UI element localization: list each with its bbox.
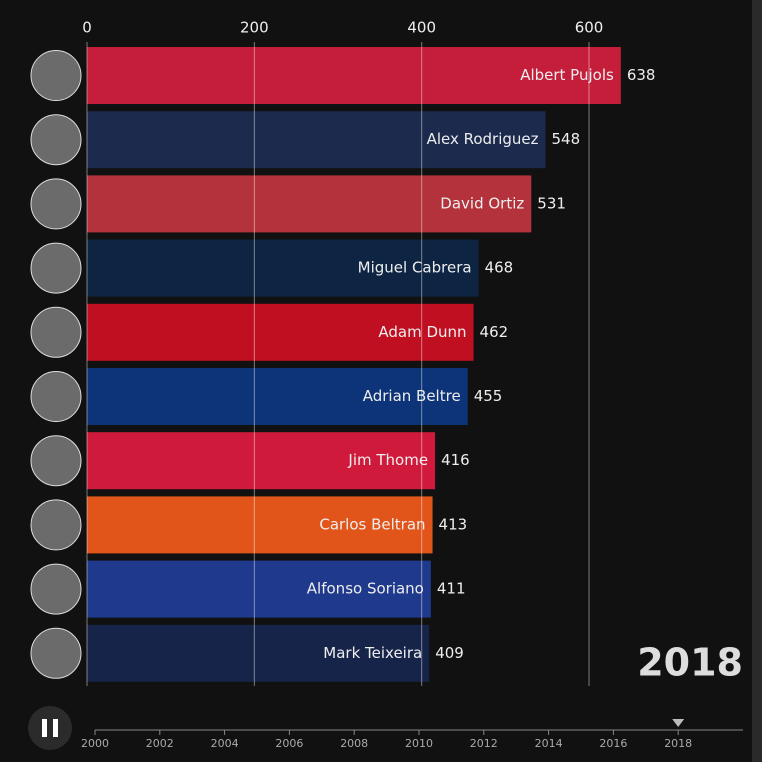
- bar: [87, 432, 436, 490]
- bar-name: Albert Pujols: [520, 66, 614, 84]
- avatar: [30, 178, 82, 230]
- pause-button[interactable]: [28, 706, 72, 750]
- bar: [87, 496, 433, 554]
- avatar: [30, 563, 82, 615]
- timeline-tick-label: 2014: [535, 737, 563, 750]
- value-label: 411: [437, 580, 466, 598]
- value-label: 416: [441, 451, 470, 469]
- bar-name: David Ortiz: [440, 194, 524, 212]
- value-label: 455: [474, 387, 503, 405]
- timeline-tick-label: 2004: [211, 737, 239, 750]
- bar: [87, 303, 474, 361]
- x-tick-label: 400: [407, 19, 436, 37]
- pause-bar[interactable]: [53, 719, 58, 737]
- bar: [87, 111, 546, 169]
- bar: [87, 368, 468, 425]
- bar-name: Miguel Cabrera: [358, 259, 472, 277]
- timeline-tick-label: 2002: [146, 737, 174, 750]
- timeline-tick-label: 2008: [340, 737, 368, 750]
- x-tick-label: 200: [240, 19, 269, 37]
- bar: [87, 560, 431, 618]
- x-tick-label: 0: [82, 19, 92, 37]
- bar-name: Jim Thome: [347, 451, 428, 469]
- pause-bar[interactable]: [42, 719, 47, 737]
- timeline-tick-label: 2012: [470, 737, 498, 750]
- timeline-tick-label: 2006: [275, 737, 303, 750]
- avatar: [30, 242, 82, 294]
- bar-name: Adam Dunn: [378, 323, 466, 341]
- avatar: [30, 50, 82, 101]
- bar: [87, 239, 479, 297]
- bar: [87, 47, 621, 104]
- value-label: 409: [435, 644, 464, 662]
- bar-name: Mark Teixeira: [323, 644, 422, 662]
- bar-name: Carlos Beltran: [319, 515, 425, 533]
- bar: [87, 624, 430, 682]
- avatar: [30, 627, 82, 679]
- value-label: 638: [627, 66, 656, 84]
- avatar: [30, 114, 82, 166]
- bar-name: Alfonso Soriano: [307, 580, 424, 598]
- value-label: 413: [439, 515, 468, 533]
- avatar: [30, 499, 82, 551]
- bar: [87, 175, 532, 233]
- avatar: [30, 435, 82, 487]
- timeline-tick-label: 2010: [405, 737, 433, 750]
- bar-name: Adrian Beltre: [363, 387, 461, 405]
- scrollbar: [752, 0, 762, 762]
- value-label: 548: [552, 130, 581, 148]
- value-label: 462: [480, 323, 509, 341]
- avatar: [30, 371, 82, 422]
- avatar: [30, 306, 82, 358]
- timeline-tick-label: 2016: [599, 737, 627, 750]
- value-label: 468: [485, 259, 514, 277]
- timeline-marker: [672, 719, 685, 727]
- timeline-tick-label: 2018: [664, 737, 692, 750]
- value-label: 531: [537, 194, 566, 212]
- timeline-tick-label: 2000: [81, 737, 109, 750]
- current-year: 2018: [637, 641, 743, 685]
- bar-name: Alex Rodriguez: [427, 130, 539, 148]
- x-tick-label: 600: [575, 19, 604, 37]
- pause-circle[interactable]: [28, 706, 72, 750]
